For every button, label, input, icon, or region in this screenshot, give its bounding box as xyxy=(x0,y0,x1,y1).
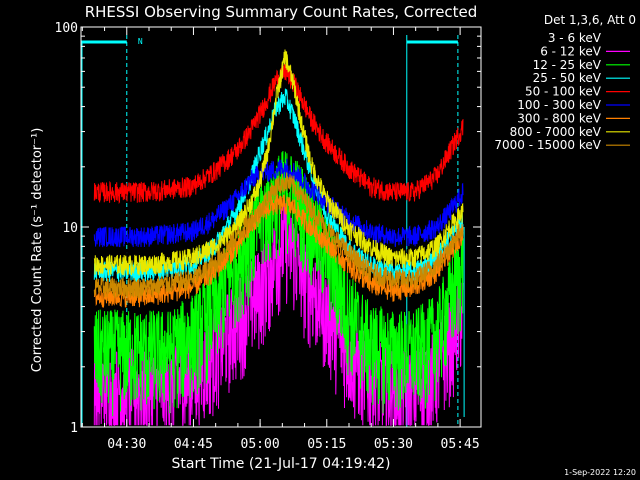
y-tick-label: 1 xyxy=(70,421,78,436)
footer-date: 1-Sep-2022 12:20 xyxy=(564,468,636,477)
x-tick-label: 05:45 xyxy=(441,437,480,452)
series-line-100to300keV xyxy=(93,158,464,248)
y-tick-label: 100 xyxy=(55,21,78,36)
plot-axes: 1 10 100 04:30 04:45 05:00 05:15 05:30 05:45 xyxy=(55,21,482,452)
y-axis-label: Corrected Count Rate (s⁻¹ detector⁻¹) xyxy=(30,128,45,373)
legend-label: 50 - 100 keV xyxy=(525,85,602,99)
legend-label: 12 - 25 keV xyxy=(533,58,602,72)
legend-label: 25 - 50 keV xyxy=(533,71,602,85)
legend-label: 3 - 6 keV xyxy=(548,31,602,45)
x-axis-label: Start Time (21-Jul-17 04:19:42) xyxy=(171,456,390,472)
x-tick-label: 04:30 xyxy=(107,437,146,452)
series-lines xyxy=(93,49,465,426)
legend-header: Det 1,3,6, Att 0 xyxy=(544,13,636,27)
legend-label: 7000 - 15000 keV xyxy=(494,138,601,152)
series-line-7000to15000keV xyxy=(93,172,464,299)
y-tick-label: 10 xyxy=(62,221,78,236)
chart-title: RHESSI Observing Summary Count Rates, Co… xyxy=(85,3,478,21)
series-line-800to7000keV xyxy=(93,49,464,276)
x-tick-label: 05:00 xyxy=(241,437,280,452)
x-tick-label: 05:15 xyxy=(307,437,346,452)
legend-label: 300 - 800 keV xyxy=(517,111,601,125)
x-tick-label: 05:30 xyxy=(374,437,413,452)
legend-label: 6 - 12 keV xyxy=(540,44,602,58)
night-marker-label: N xyxy=(138,37,143,46)
legend-label: 800 - 7000 keV xyxy=(510,125,602,139)
legend-label: 100 - 300 keV xyxy=(517,98,601,112)
x-tick-label: 04:45 xyxy=(174,437,213,452)
